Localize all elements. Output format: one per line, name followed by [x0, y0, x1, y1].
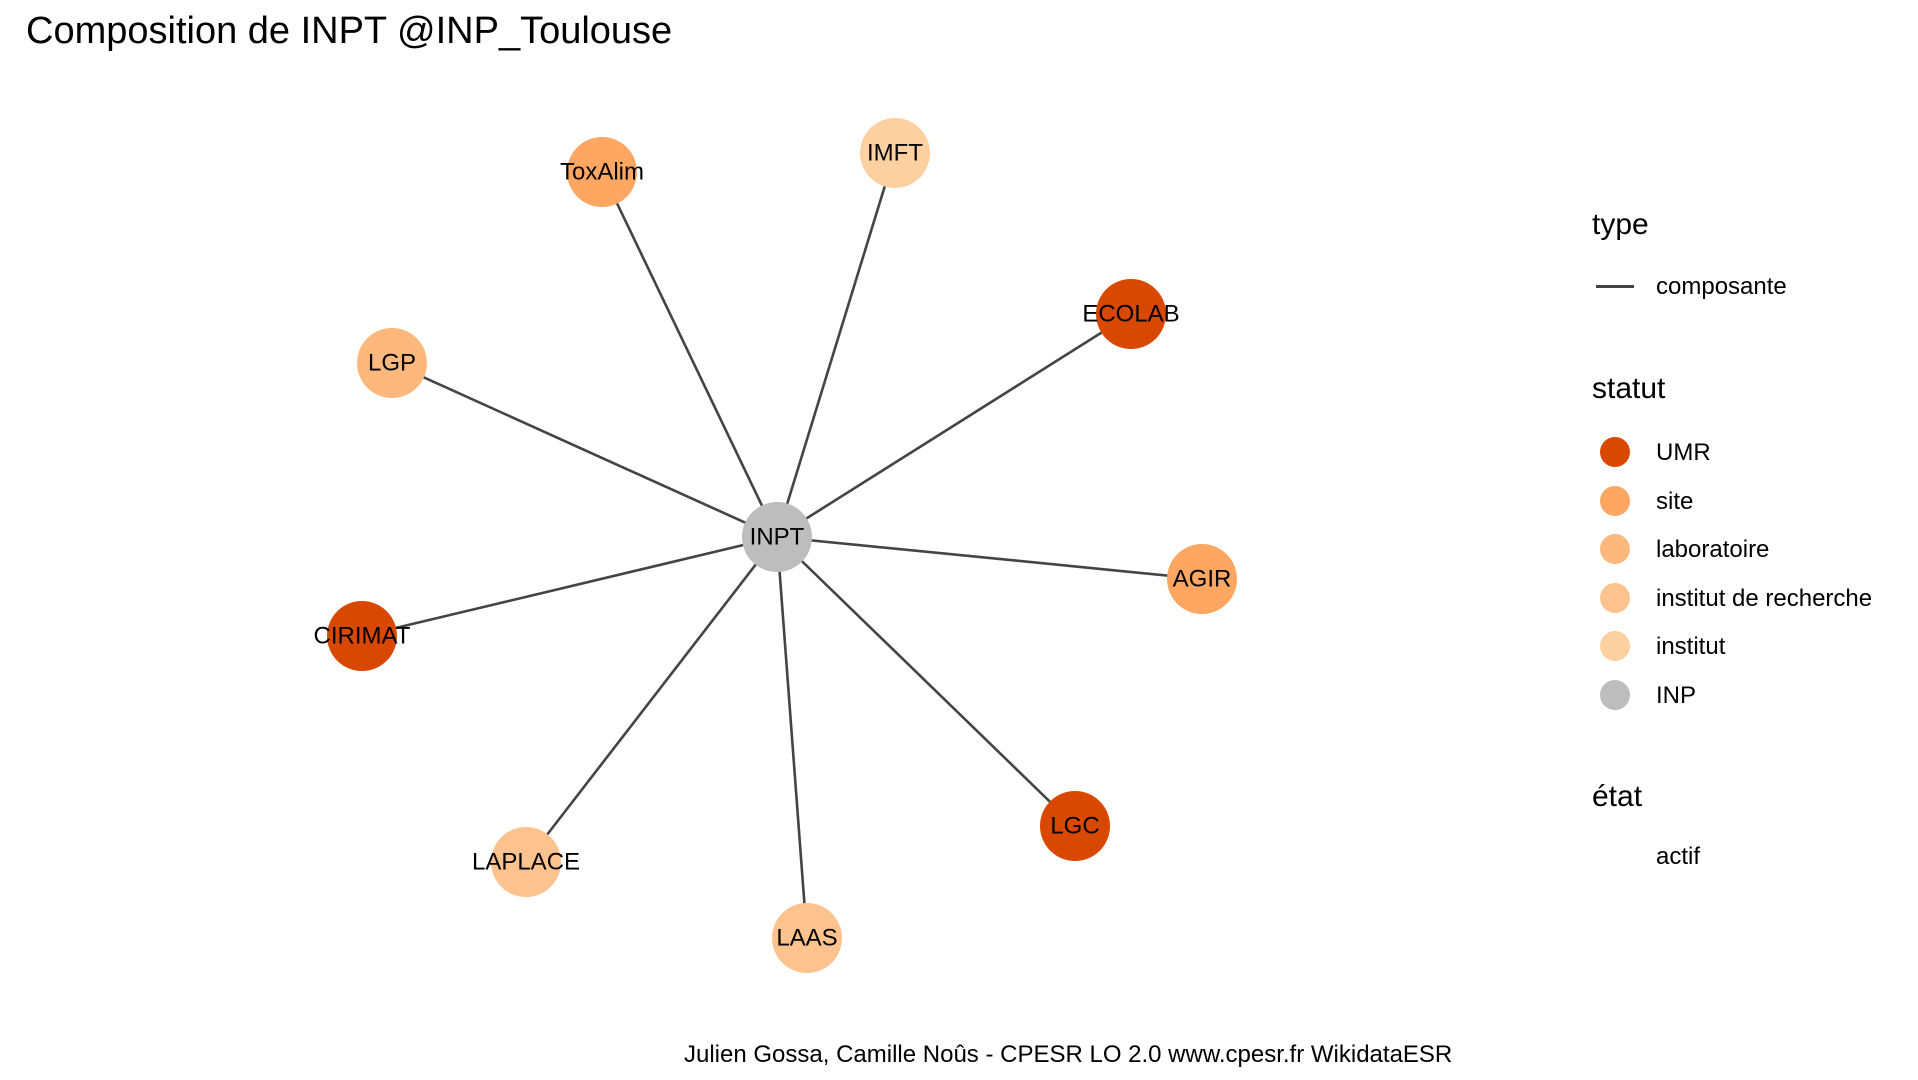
legend-item-inp: INP — [1592, 675, 1912, 715]
node-imft: IMFT — [860, 118, 930, 188]
legend-label: institut — [1656, 633, 1726, 661]
node-toxalim: ToxAlim — [560, 137, 644, 207]
legend-key-dot — [1600, 485, 1630, 516]
node-circle — [327, 601, 397, 671]
node-lgc: LGC — [1040, 791, 1110, 861]
node-label: LAPLACE — [472, 849, 580, 876]
node-laas: LAAS — [772, 903, 842, 973]
legend-label: site — [1656, 487, 1694, 515]
node-circle — [742, 502, 812, 572]
node-label: INPT — [750, 524, 805, 551]
edge-inpt-lgc — [776, 536, 1076, 827]
edges-layer — [361, 152, 1203, 939]
legend-key-dot — [1600, 437, 1630, 467]
legend-title-statut: statut — [1592, 372, 1666, 405]
node-circle — [860, 118, 930, 188]
node-circle — [1167, 544, 1237, 614]
legend-label: composante — [1656, 273, 1787, 300]
nodes-layer: INPT ToxAlim IMFT ECOLAB LGP AGIR CIRIMAT LGC LA… — [314, 118, 1237, 973]
edge-inpt-cirimat — [361, 535, 778, 638]
edge-inpt-ecolab — [776, 312, 1132, 539]
node-label: LGP — [368, 350, 416, 377]
legend-item-actif: actif — [1592, 836, 1912, 876]
legend-item-umr: UMR — [1592, 432, 1912, 472]
chart-title: Composition de INPT @INP_Toulouse — [26, 10, 673, 52]
legend-item-institut: institut — [1592, 626, 1912, 666]
node-label: LGC — [1050, 813, 1099, 840]
edge-inpt-toxalim — [600, 171, 779, 538]
node-circle — [491, 827, 561, 897]
edge-inpt-laas — [775, 536, 809, 939]
node-circle — [567, 137, 637, 207]
node-label: ECOLAB — [1082, 301, 1179, 328]
legend-key-dot — [1600, 680, 1630, 710]
legend-key-dot — [1600, 534, 1630, 565]
legend-item-laboratoire: laboratoire — [1592, 529, 1912, 569]
legend-label: laboratoire — [1656, 536, 1770, 564]
edge-inpt-imft — [775, 152, 897, 538]
node-lgp: LGP — [357, 328, 427, 398]
node-inpt: INPT — [742, 502, 812, 572]
node-label: LAAS — [776, 925, 837, 952]
legend-key-dot — [1600, 631, 1630, 662]
legend-key-line — [1596, 285, 1634, 288]
node-label: AGIR — [1173, 566, 1232, 593]
node-circle — [1096, 279, 1166, 349]
legend-label: UMR — [1656, 439, 1711, 466]
node-label: ToxAlim — [560, 159, 644, 186]
node-circle — [1040, 791, 1110, 861]
legend-item-composante: composante — [1592, 266, 1912, 306]
legend-label: institut de recherche — [1656, 584, 1873, 612]
legend-title-etat: état — [1592, 780, 1643, 813]
node-laplace: LAPLACE — [472, 827, 580, 897]
legend-item-institut-de-recherche: institut de recherche — [1592, 578, 1912, 618]
node-cirimat: CIRIMAT — [314, 601, 411, 671]
edge-inpt-laplace — [524, 536, 779, 863]
legend-label: INP — [1656, 682, 1697, 709]
node-agir: AGIR — [1167, 544, 1237, 614]
node-ecolab: ECOLAB — [1082, 279, 1180, 349]
node-label: IMFT — [867, 140, 923, 167]
edge-inpt-lgp — [391, 361, 778, 539]
legend-key-dot — [1600, 582, 1630, 613]
node-label: CIRIMAT — [314, 623, 411, 650]
legend-label: actif — [1656, 843, 1701, 870]
caption: Julien Gossa, Camille Noûs - CPESR LO 2.… — [684, 1041, 1453, 1068]
node-circle — [357, 328, 427, 398]
node-circle — [772, 903, 842, 973]
edge-inpt-agir — [776, 535, 1203, 581]
legend-item-site: site — [1592, 481, 1912, 521]
legend-title-type: type — [1592, 208, 1649, 241]
